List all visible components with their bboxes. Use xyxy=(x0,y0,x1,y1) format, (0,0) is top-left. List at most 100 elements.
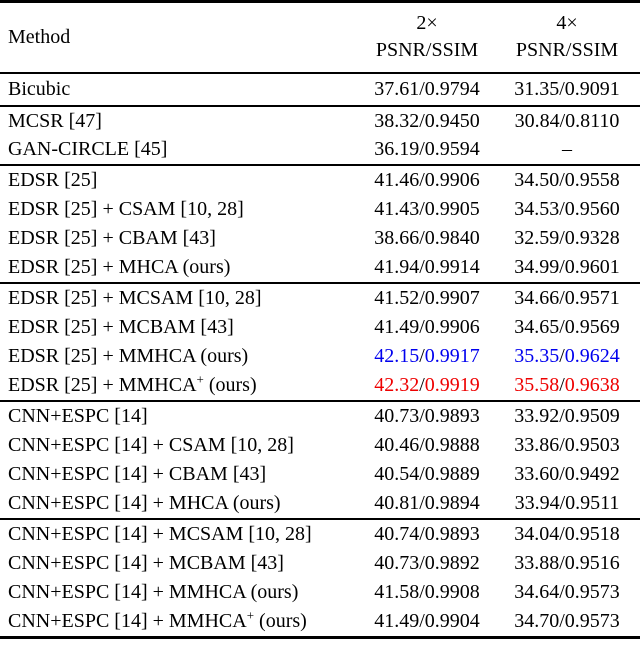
x2-psnr-ssim-cell: 41.49/0.9904 xyxy=(360,608,494,638)
metric-4x-label: PSNR/SSIM xyxy=(515,39,619,62)
method-column-header: Method xyxy=(0,2,360,73)
x4-ssim-value: 0.9516 xyxy=(564,551,620,574)
method-cell: GAN-CIRCLE [45] xyxy=(0,136,360,166)
method-label: GAN-CIRCLE [45] xyxy=(8,138,168,161)
method-label: EDSR [25] + MCSAM [10, 28] xyxy=(8,286,262,309)
method-cell: CNN+ESPC [14] + CSAM [10, 28] xyxy=(0,431,360,461)
x4-psnr-ssim-cell: 34.66/0.9571 xyxy=(494,283,640,313)
x4-psnr-value: 33.94 xyxy=(514,492,560,515)
x4-ssim-value: 0.9569 xyxy=(564,315,620,338)
x2-psnr-ssim-cell: 40.81/0.9894 xyxy=(360,490,494,520)
method-label: CNN+ESPC [14] + CSAM [10, 28] xyxy=(8,433,294,456)
x4-psnr-value: 34.64 xyxy=(514,581,560,604)
method-cell: EDSR [25] + MCSAM [10, 28] xyxy=(0,283,360,313)
psnr-ssim-separator: / xyxy=(559,522,565,545)
table-row: EDSR [25] + MMHCA+ (ours) 42.32/0.9919 35.… xyxy=(0,372,640,402)
method-label: MCSR [47] xyxy=(8,109,102,132)
x2-ssim-value: 0.9906 xyxy=(424,315,480,338)
scale-4x-label: 4× xyxy=(556,12,578,35)
psnr-ssim-separator: / xyxy=(419,522,425,545)
method-label: EDSR [25] + CBAM [43] xyxy=(8,227,216,250)
table-row: CNN+ESPC [14] + MCSAM [10, 28] 40.74/0.98… xyxy=(0,519,640,549)
x2-psnr-value: 42.15 xyxy=(374,345,420,368)
x4-ssim-value: 0.9518 xyxy=(564,522,620,545)
x2-ssim-value: 0.9904 xyxy=(424,610,480,632)
x2-psnr-ssim-cell: 40.54/0.9889 xyxy=(360,460,494,490)
x2-ssim-value: 0.9889 xyxy=(424,463,480,486)
psnr-ssim-separator: / xyxy=(419,345,425,368)
method-suffix: (ours) xyxy=(254,610,307,632)
psnr-ssim-separator: / xyxy=(559,197,565,220)
psnr-ssim-separator: / xyxy=(559,492,566,515)
psnr-ssim-separator: / xyxy=(419,581,425,604)
x2-psnr-value: 40.54 xyxy=(374,463,420,486)
x2-psnr-value: 41.58 xyxy=(374,581,420,604)
method-cell: MCSR [47] xyxy=(0,106,360,136)
x2-psnr-ssim-cell: 38.66/0.9840 xyxy=(360,224,494,254)
x2-ssim-value: 0.9907 xyxy=(424,286,480,309)
x4-ssim-value: 0.9571 xyxy=(564,286,620,309)
x4-psnr-value: 34.65 xyxy=(514,315,560,338)
x2-psnr-ssim-cell: 36.19/0.9594 xyxy=(360,136,494,166)
x4-ssim-value: 0.9091 xyxy=(564,77,620,100)
table-row: EDSR [25] + MCSAM [10, 28] 41.52/0.9907 34… xyxy=(0,283,640,313)
psnr-ssim-separator: / xyxy=(419,138,425,161)
table-header: Method 2× PSNR/SSIM 4× PSNR/SSIM xyxy=(0,2,640,73)
method-cell: CNN+ESPC [14] + CBAM [43] xyxy=(0,460,360,490)
psnr-ssim-separator: / xyxy=(419,197,425,220)
x2-psnr-value: 41.43 xyxy=(374,197,420,220)
x4-psnr-ssim-cell: 31.35/0.9091 xyxy=(494,73,640,107)
x2-ssim-value: 0.9794 xyxy=(424,77,480,100)
x4-psnr-value: 34.99 xyxy=(514,256,560,279)
method-label: CNN+ESPC [14] xyxy=(8,404,148,427)
psnr-ssim-separator: / xyxy=(419,374,425,397)
x4-psnr-ssim-cell: 34.99/0.9601 xyxy=(494,254,640,284)
method-label: EDSR [25] xyxy=(8,168,98,191)
table-row: GAN-CIRCLE [45] 36.19/0.9594 – xyxy=(0,136,640,166)
x2-psnr-ssim-cell: 41.49/0.9906 xyxy=(360,313,494,343)
x4-psnr-value: 32.59 xyxy=(514,227,560,250)
x2-ssim-value: 0.9914 xyxy=(424,256,480,279)
x4-psnr-value: 34.66 xyxy=(514,286,560,309)
x2-ssim-value: 0.9908 xyxy=(424,581,480,604)
x2-psnr-ssim-cell: 40.73/0.9892 xyxy=(360,549,494,579)
table-row: CNN+ESPC [14] 40.73/0.9893 33.92/0.9509 xyxy=(0,401,640,431)
x2-psnr-value: 40.74 xyxy=(374,522,420,545)
method-label: CNN+ESPC [14] + MHCA (ours) xyxy=(8,492,281,515)
method-header-label: Method xyxy=(8,25,71,48)
x2-ssim-value: 0.9893 xyxy=(424,404,480,427)
psnr-ssim-separator: / xyxy=(559,581,565,604)
x2-ssim-value: 0.9840 xyxy=(424,227,480,250)
psnr-ssim-separator: / xyxy=(559,345,565,368)
method-cell: CNN+ESPC [14] + MMHCA+ (ours) xyxy=(0,608,360,638)
x2-psnr-ssim-cell: 42.15/0.9917 xyxy=(360,342,494,372)
psnr-ssim-separator: / xyxy=(419,433,425,456)
x4-ssim-value: 0.9573 xyxy=(564,581,620,604)
psnr-ssim-separator: / xyxy=(559,286,565,309)
table-row: MCSR [47] 38.32/0.9450 30.84/0.8110 xyxy=(0,106,640,136)
x4-ssim-value: 0.9601 xyxy=(564,256,620,279)
psnr-ssim-separator: / xyxy=(419,492,425,515)
method-cell: CNN+ESPC [14] + MHCA (ours) xyxy=(0,490,360,520)
x4-psnr-value: 30.84 xyxy=(514,109,560,132)
table-group: Bicubic 37.61/0.9794 31.35/0.9091 xyxy=(0,73,640,107)
method-label: CNN+ESPC [14] + CBAM [43] xyxy=(8,463,267,486)
header-row: Method 2× PSNR/SSIM 4× PSNR/SSIM xyxy=(0,2,640,73)
x4-psnr-ssim-cell: 34.53/0.9560 xyxy=(494,195,640,225)
x2-psnr-ssim-cell: 41.58/0.9908 xyxy=(360,578,494,608)
x4-psnr-ssim-cell: 35.58/0.9638 xyxy=(494,372,640,402)
psnr-ssim-separator: / xyxy=(419,168,425,191)
table-row: EDSR [25] + CBAM [43] 38.66/0.9840 32.59/0… xyxy=(0,224,640,254)
psnr-ssim-separator: / xyxy=(419,463,425,486)
method-label: CNN+ESPC [14] + MCBAM [43] xyxy=(8,551,284,574)
table-group: CNN+ESPC [14] 40.73/0.9893 33.92/0.9509 CNN… xyxy=(0,401,640,519)
method-suffix: (ours) xyxy=(203,374,257,397)
x2-psnr-value: 41.94 xyxy=(374,256,420,279)
x4-ssim-value: 0.9328 xyxy=(564,227,620,250)
table-row: CNN+ESPC [14] + MHCA (ours) 40.81/0.9894 3… xyxy=(0,490,640,520)
psnr-ssim-separator: / xyxy=(559,463,565,486)
method-cell: CNN+ESPC [14] xyxy=(0,401,360,431)
method-superscript: + xyxy=(246,607,255,623)
x2-psnr-ssim-cell: 37.61/0.9794 xyxy=(360,73,494,107)
table-row: EDSR [25] + MCBAM [43] 41.49/0.9906 34.65/… xyxy=(0,313,640,343)
